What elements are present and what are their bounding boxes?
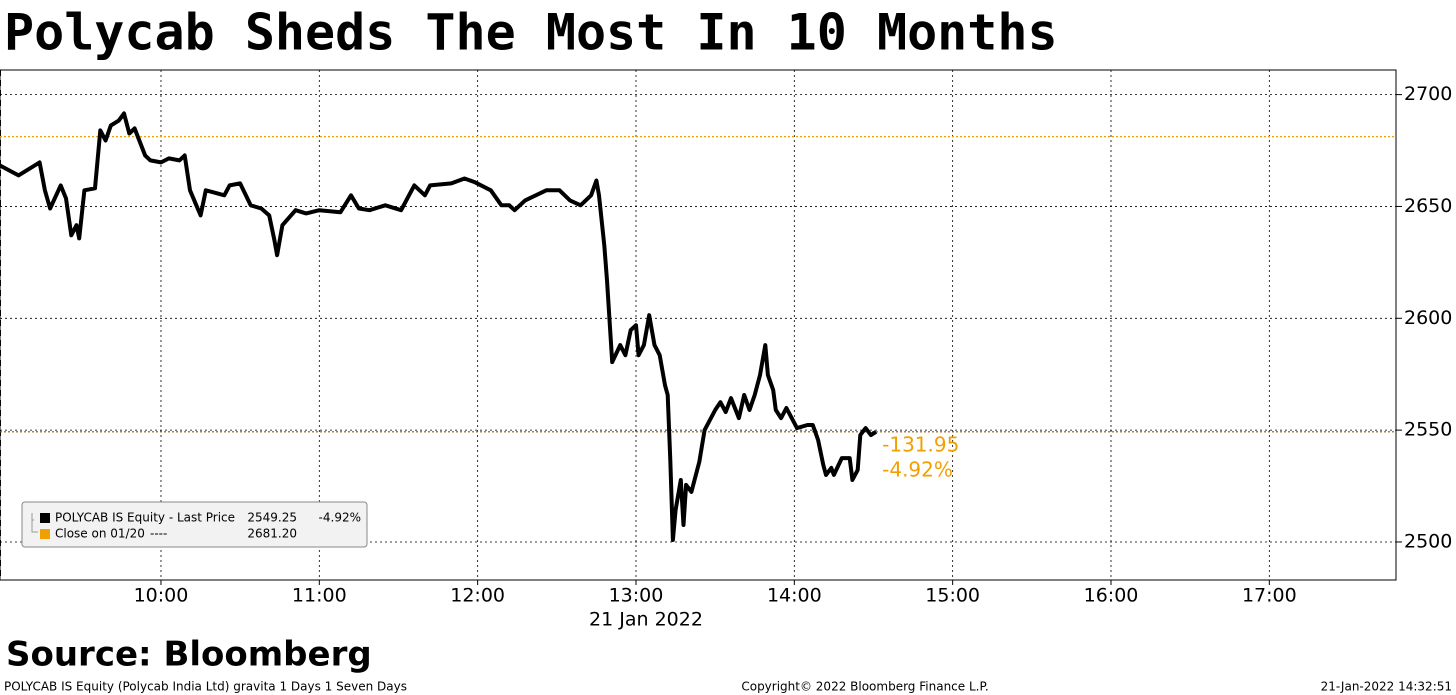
legend-box (21, 501, 368, 548)
x-tick-label: 15:00 (925, 585, 980, 607)
x-tick-label: 16:00 (1084, 585, 1139, 607)
chart-title: Polycab Sheds The Most In 10 Months (4, 4, 1058, 62)
legend-label: Close on 01/20 (55, 527, 145, 541)
legend-dash: ---- (150, 527, 167, 541)
footer-left: POLYCAB IS Equity (Polycab India Ltd) gr… (4, 680, 407, 694)
y-tick-label: 2600 (1404, 307, 1452, 329)
annotation: -131.95 (882, 432, 959, 456)
footer-right: 21-Jan-2022 14:32:51 (1321, 680, 1452, 694)
source: Source: Bloomberg (6, 635, 372, 675)
legend-tree (31, 513, 38, 533)
x-tick-label: 10:00 (134, 585, 189, 607)
legend-value: 2681.20 (247, 527, 297, 541)
legend-label: POLYCAB IS Equity - Last Price (55, 511, 235, 525)
legend-swatch (40, 529, 50, 539)
legend-swatch (40, 513, 50, 523)
legend: POLYCAB IS Equity - Last Price 2549.25 -4.… (21, 501, 368, 548)
x-tick-label: 13:00 (609, 585, 664, 607)
x-tick-label: 12:00 (450, 585, 505, 607)
annotation: -4.92% (882, 457, 953, 481)
footer-center: Copyright© 2022 Bloomberg Finance L.P. (741, 680, 988, 694)
x-tick-label: 17:00 (1242, 585, 1297, 607)
legend-change: -4.92% (319, 511, 361, 525)
x-axis-label: 21 Jan 2022 (589, 609, 703, 631)
plot: 2500 2550 2600 2650 2700 10:00 11:00 12:00 13:00… (0, 70, 1452, 607)
price-line (0, 111, 878, 542)
y-tick-label: 2700 (1404, 83, 1452, 105)
y-tick-label: 2500 (1404, 530, 1452, 552)
x-tick-label: 14:00 (767, 585, 822, 607)
y-tick-label: 2650 (1404, 195, 1452, 217)
y-tick-label: 2550 (1404, 419, 1452, 441)
legend-price: 2549.25 (247, 511, 297, 525)
x-tick-label: 11:00 (292, 585, 347, 607)
plot-frame (0, 69, 1397, 581)
